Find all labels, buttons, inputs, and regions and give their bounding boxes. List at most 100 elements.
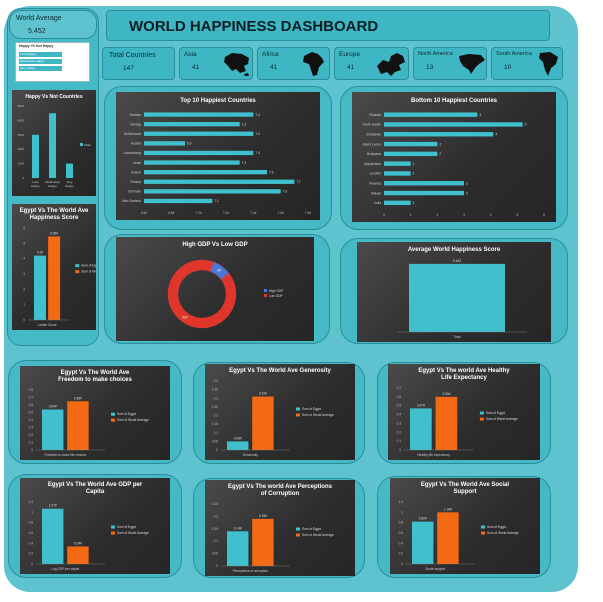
slicer-item-moderately-happy[interactable]: Moderately Happy [19,59,62,64]
slicer-item-less-happy[interactable]: Less Happy [19,52,62,57]
region-card-africa[interactable]: Africa 41 [257,47,330,80]
y-tick-label: 0.1 [214,539,219,543]
bar [384,151,438,157]
data-label: 7.4 [255,113,260,117]
y-category-label: Lesotho [370,172,382,176]
y-category-label: Iceland [131,170,142,174]
y-category-label: South Sudan [363,123,382,127]
legend-swatch [481,525,485,529]
x-tick-label: 7.4# [250,211,256,215]
chart-egypt-vs-world-happiness: Egypt Vs The World Ave Happiness Score 0 1 2… [12,204,114,330]
y-tick-label: 0.25 [212,502,218,506]
y-category-label: Rwanda [369,113,381,117]
y-tick-label: 0.35 [212,388,218,392]
y-tick-label: 1.2 [29,500,34,504]
legend-label: Sum of World Average [302,533,334,537]
world-average-value: 5.452 [28,28,46,35]
avg-world-svg: Average World Happiness Score 5.452 Total [397,247,527,339]
data-label: 5.45# [50,231,58,235]
y-category-label: Afghanistan [364,162,381,166]
chart-title: Egypt Vs The World Ave Generosity [229,368,331,374]
chart-generosity: Egypt Vs The World Ave Generosity 0 0.05 0.… [205,364,355,460]
bar-world [437,512,459,564]
bottom10-svg: Bottom 10 Happiest Countries Rwanda 3 South… [363,98,546,217]
y-tick-label: 4000 [17,118,24,122]
asia-map-icon [224,53,249,76]
bar [384,200,411,206]
region-card-asia[interactable]: Asia 41 [179,47,253,80]
y-tick-label: 0 [31,562,33,566]
region-card-europe[interactable]: Europe 41 [334,47,409,80]
x-category-label: Log GDP per capita [51,567,79,571]
x-tick-label: Very [66,180,73,184]
bar-egypt [42,409,64,450]
x-category-label: Social support [425,567,445,571]
y-category-label: Finland [131,180,142,184]
region-card-north-america[interactable]: North America 13 [413,47,487,80]
region-count-asia: 41 [192,64,200,71]
x-tick-label: 6 [543,213,545,217]
data-label: 0.65# [74,396,82,400]
bar-world [67,401,89,450]
legend-label: Sum of World Average [302,413,334,417]
x-category-label: Generosity [243,453,259,457]
y-tick-label: 3000 [17,133,24,137]
y-tick-label: 0.3 [397,421,402,425]
europe-map-icon [377,53,405,76]
y-tick-label: 0.5 [397,404,402,408]
data-label: 0.54# [49,405,57,409]
legend-swatch [111,531,115,535]
slice-label: 91# [182,315,188,319]
y-tick-label: 0.4 [29,541,34,545]
legend-swatch [296,407,300,411]
y-category-label: Norway [130,122,141,126]
x-tick-label: 7.0# [196,211,202,215]
y-tick-label: 0.4 [397,413,402,417]
bar [144,189,281,194]
y-tick-label: 0.2 [397,430,402,434]
y-tick-label: 0.4 [399,541,404,545]
y-category-label: Sweden [129,113,141,117]
y-tick-label: 0.4 [214,379,219,383]
y-tick-label: 0.1 [397,439,402,443]
bar-egypt [412,521,434,564]
bar [384,190,464,196]
gdp-donut-svg: High GDP Vs Low GDP 9# High GDP 91# Low GDP [167,242,283,329]
y-tick-label: 0 [399,448,401,452]
chart-title: Egypt Vs The World Ave GDP per [48,482,143,488]
x-category-label: Healthy life expectancy [417,453,450,457]
north-america-map-icon [459,54,485,74]
slicer-item-very-happy[interactable]: Very Happy [19,66,62,71]
legend-label: Sum of World Average [81,270,96,274]
chart-bottom10: Bottom 10 Happiest Countries Rwanda 3 South… [352,92,556,222]
chart-corruption: Egypt Vs The world Ave Perceptions of Cor… [205,480,355,576]
region-count-south-america: 10 [504,64,512,71]
data-label: 6.9 [187,142,192,146]
bar [144,160,240,165]
x-tick-label: Less [32,180,39,184]
world-average-card: World Average 5.452 [9,10,97,39]
legend-label: Sum of Egypt [487,525,506,529]
y-tick-label: 5 [23,241,25,245]
bar [144,122,240,127]
y-tick-label: 1000 [17,162,24,166]
data-label: 7.3 [242,161,247,165]
y-tick-label: 1 [23,303,25,307]
region-name-north-america: North America [418,51,453,57]
data-label: 0.31# [259,392,267,396]
legend-swatch [481,531,485,535]
x-tick-label: 1 [410,213,412,217]
bar-world [48,236,61,320]
region-card-south-america[interactable]: South America 10 [491,47,563,80]
legend-swatch [479,417,484,421]
legend-label: Sum of Egypt [302,527,321,531]
x-tick-label: Happy [31,184,40,188]
chart-title: Egypt Vs The World Ave [20,208,89,214]
x-category-label: Total [453,335,460,339]
happy-slicer: Happy Vs Not Happy Less Happy Moderately… [15,42,90,82]
chart-title: Support [454,489,477,495]
y-tick-label: 0 [23,318,25,322]
happy-vs-not-svg: Happy Vs Not Countries 0 1000 2000 3000 4000 5… [17,94,90,188]
